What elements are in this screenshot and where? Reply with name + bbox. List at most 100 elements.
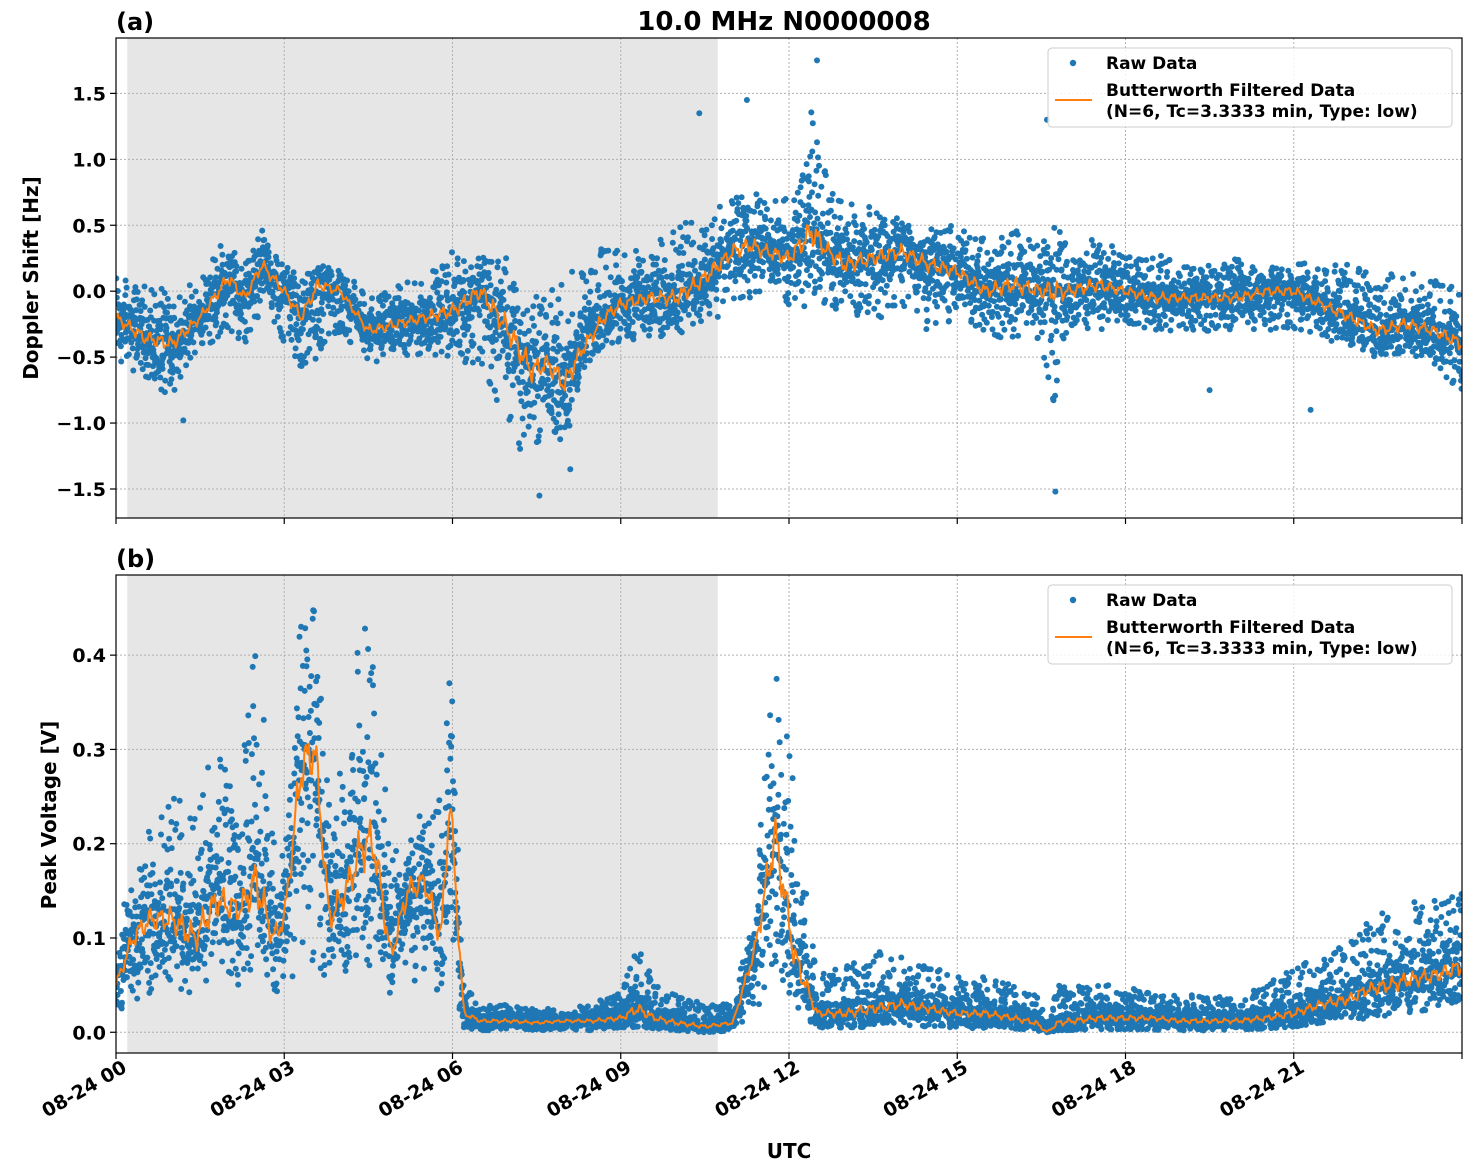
raw-data-point (791, 238, 798, 245)
raw-data-point (1402, 286, 1409, 293)
raw-data-point (364, 355, 371, 362)
raw-data-point (857, 304, 864, 311)
raw-data-point (613, 262, 620, 269)
raw-data-point (685, 234, 691, 241)
raw-data-point (512, 286, 519, 293)
raw-data-point (617, 325, 624, 332)
raw-data-point (485, 269, 492, 276)
raw-data-point (791, 197, 798, 204)
raw-data-point (206, 330, 213, 337)
raw-data-point (985, 302, 992, 309)
raw-data-point (344, 277, 351, 284)
raw-data-point (976, 246, 983, 253)
raw-data-point (811, 181, 818, 188)
raw-data-point (295, 337, 302, 344)
raw-data-point (1284, 311, 1291, 318)
raw-data-point (488, 258, 495, 265)
raw-data-point (1273, 265, 1280, 272)
raw-data-point (775, 277, 782, 284)
raw-data-point (1034, 242, 1041, 249)
raw-data-point (833, 300, 840, 307)
raw-data-point (871, 305, 878, 312)
raw-data-point (1162, 322, 1169, 328)
raw-data-point (630, 331, 637, 337)
raw-data-point (257, 258, 264, 265)
raw-data-point (418, 280, 425, 287)
raw-data-point (342, 331, 349, 338)
raw-data-point (574, 386, 581, 393)
raw-data-point (583, 278, 590, 285)
raw-data-point (558, 345, 565, 352)
raw-data-point (881, 216, 888, 223)
raw-data-point (328, 272, 335, 279)
raw-data-point (760, 259, 767, 266)
raw-data-point (732, 278, 739, 285)
raw-data-point (542, 333, 549, 340)
raw-data-point (805, 173, 812, 180)
raw-data-point (325, 330, 332, 337)
raw-data-point (613, 320, 620, 327)
raw-data-point (318, 299, 325, 306)
raw-data-point (1158, 252, 1164, 259)
raw-data-point (1056, 312, 1063, 319)
raw-data-point (165, 345, 172, 352)
raw-data-point (504, 304, 511, 311)
raw-data-point (1075, 311, 1082, 318)
raw-data-point (342, 282, 349, 289)
raw-data-point (291, 275, 298, 282)
raw-data-point (706, 310, 713, 317)
raw-data-point (175, 368, 182, 375)
raw-data-point (388, 327, 395, 334)
raw-data-point (995, 313, 1002, 320)
raw-data-point (690, 239, 697, 246)
raw-data-point (984, 249, 991, 256)
raw-data-point (1000, 244, 1007, 251)
raw-data-point (1054, 358, 1061, 365)
raw-data-point (882, 289, 888, 296)
raw-data-point (761, 200, 768, 206)
raw-data-point (492, 387, 498, 394)
raw-data-point (496, 353, 503, 360)
raw-data-point (1232, 316, 1239, 322)
raw-data-point (161, 389, 168, 396)
raw-data-point (796, 212, 803, 219)
raw-data-point (170, 303, 177, 310)
raw-data-point (380, 351, 387, 358)
raw-data-point (228, 328, 235, 335)
raw-data-point (217, 329, 224, 335)
raw-data-point (231, 249, 238, 256)
raw-data-point (1064, 313, 1071, 320)
raw-data-point (161, 304, 168, 311)
raw-data-point (1312, 274, 1319, 281)
raw-data-point (164, 331, 171, 338)
raw-data-point (137, 359, 144, 366)
raw-data-point (1085, 310, 1091, 317)
raw-data-point (1058, 266, 1065, 273)
raw-data-point (721, 273, 728, 280)
raw-data-point (785, 301, 792, 308)
raw-data-point (1260, 309, 1267, 316)
raw-data-point (801, 303, 808, 310)
raw-data-point (797, 184, 804, 191)
raw-data-point (582, 294, 588, 301)
raw-data-point (280, 337, 287, 344)
raw-data-point (566, 386, 573, 393)
raw-data-point (980, 326, 987, 333)
raw-data-point (141, 283, 148, 290)
raw-data-point (517, 390, 524, 397)
raw-data-point (184, 350, 191, 356)
raw-data-point (151, 375, 158, 382)
raw-data-point (899, 277, 906, 284)
raw-data-point (997, 334, 1004, 341)
raw-data-point (177, 373, 184, 380)
raw-data-point (367, 342, 374, 349)
raw-data-point (318, 328, 325, 334)
raw-data-point (1014, 231, 1021, 238)
raw-data-point (147, 307, 154, 314)
raw-data-point (901, 303, 908, 310)
raw-data-point (416, 335, 423, 342)
raw-data-point (169, 364, 176, 371)
raw-data-point (265, 249, 272, 256)
raw-data-point (1149, 255, 1156, 262)
raw-data-point (129, 345, 136, 352)
